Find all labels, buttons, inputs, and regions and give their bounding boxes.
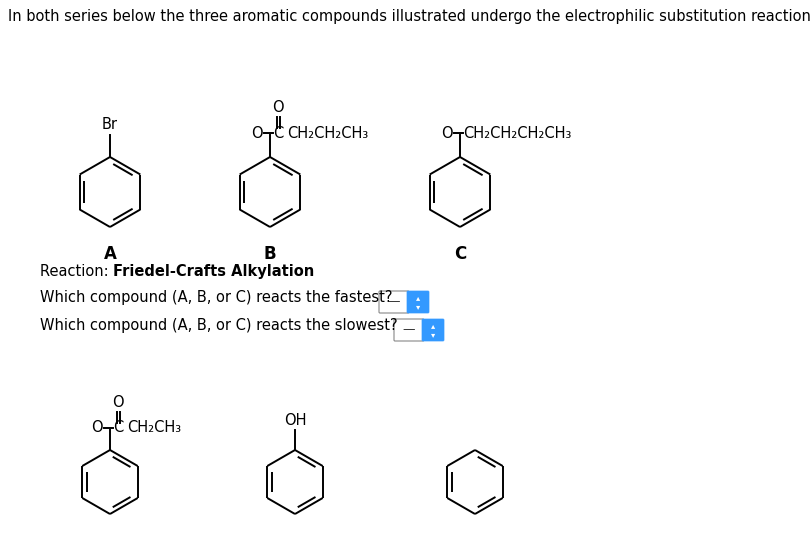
Text: O: O bbox=[113, 395, 124, 410]
Text: ▴
▾: ▴ ▾ bbox=[431, 321, 435, 339]
Text: Reaction:: Reaction: bbox=[40, 264, 113, 279]
Text: CH₂CH₂CH₃: CH₂CH₂CH₃ bbox=[287, 126, 369, 140]
Text: OH: OH bbox=[284, 413, 306, 428]
FancyBboxPatch shape bbox=[407, 291, 429, 313]
Text: O: O bbox=[92, 421, 103, 436]
Text: O: O bbox=[251, 126, 262, 140]
FancyBboxPatch shape bbox=[422, 319, 444, 341]
Text: Friedel-Crafts Alkylation: Friedel-Crafts Alkylation bbox=[113, 264, 314, 279]
Text: O: O bbox=[441, 126, 453, 140]
Text: —: — bbox=[388, 295, 400, 308]
Text: B: B bbox=[264, 245, 276, 263]
Text: In both series below the three aromatic compounds illustrated undergo the electr: In both series below the three aromatic … bbox=[8, 9, 810, 24]
Text: A: A bbox=[104, 245, 117, 263]
FancyBboxPatch shape bbox=[394, 319, 424, 341]
Text: Br: Br bbox=[102, 117, 118, 132]
FancyBboxPatch shape bbox=[379, 291, 409, 313]
Text: C: C bbox=[454, 245, 466, 263]
Text: Which compound (A, B, or C) reacts the fastest?: Which compound (A, B, or C) reacts the f… bbox=[40, 290, 393, 305]
Text: —: — bbox=[403, 324, 416, 337]
Text: CH₂CH₃: CH₂CH₃ bbox=[127, 421, 181, 436]
Text: C: C bbox=[273, 126, 284, 140]
Text: Which compound (A, B, or C) reacts the slowest?: Which compound (A, B, or C) reacts the s… bbox=[40, 318, 398, 333]
Text: C: C bbox=[113, 421, 123, 436]
Text: O: O bbox=[272, 100, 284, 115]
Text: CH₂CH₂CH₂CH₃: CH₂CH₂CH₂CH₃ bbox=[463, 126, 571, 140]
Text: ▴
▾: ▴ ▾ bbox=[416, 293, 420, 311]
